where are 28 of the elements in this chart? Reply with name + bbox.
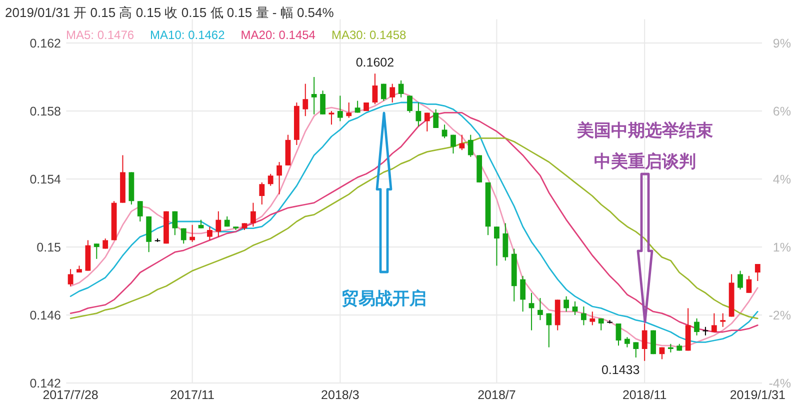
y2-tick-label: -2% [768,308,791,323]
y-tick-label: 0.146 [30,308,62,322]
y2-tick-label: 4% [772,172,791,187]
annotation: 0.1433 [601,362,640,377]
annotation: 0.1602 [356,56,394,70]
y-tick-label: 0.154 [30,172,62,186]
x-tick-label: 2018/7 [478,388,516,402]
x-tick-label: 2019/1/31 [730,388,786,402]
annotation: 美国中期选举结束 [576,121,713,140]
x-tick-label: 2017/11 [170,388,214,402]
text: MA20: 0.1454 [240,28,316,42]
text: MA5: 0.1476 [66,28,134,42]
text: MA10: 0.1462 [150,28,226,42]
x-tick-label: 2018/11 [622,388,667,402]
x-tick-label: 2017/7/28 [42,388,98,402]
annotation: 贸易战开启 [342,289,426,308]
y-tick-label: 0.142 [30,376,62,390]
y-tick-label: 0.15 [36,240,62,254]
y2-tick-label: 9% [772,36,791,50]
text: MA30: 0.1458 [331,28,407,42]
y2-tick-label: 6% [772,104,791,118]
chart-title: 2019/01/31 开 0.15 高 0.15 收 0.15 低 0.15 量 - 幅 0.54% [5,5,334,20]
annotation: 中美重启谈判 [594,152,696,171]
y2-tick-label: 1% [772,240,791,255]
y-tick-label: 0.158 [30,104,62,118]
y2-tick-label: -4% [768,376,791,390]
y-tick-label: 0.162 [30,36,62,50]
x-tick-label: 2018/3 [321,388,360,402]
